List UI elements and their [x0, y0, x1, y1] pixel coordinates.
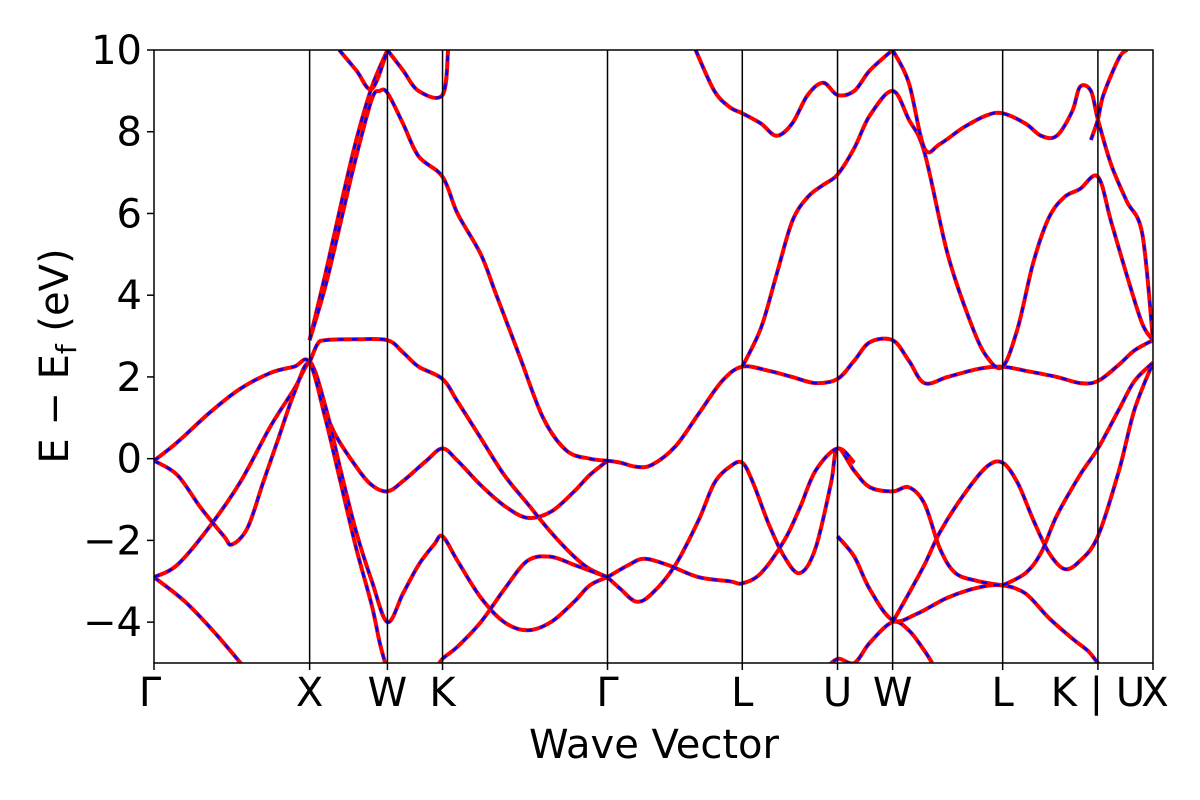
y-axis-label-subscript: f	[50, 343, 83, 354]
y-tick-label-5: 6	[117, 191, 142, 237]
high-symmetry-lines	[308, 50, 1099, 663]
band-line-dashed-7	[308, 88, 608, 462]
x-tick-label-7: W	[873, 670, 913, 716]
band-line-dashed-21	[1002, 361, 1153, 587]
band-line-dashed-5	[308, 337, 609, 579]
band-line-21	[1001, 361, 1153, 588]
band-line-dashed-2	[154, 361, 609, 579]
band-line-1	[154, 575, 244, 663]
band-line-10	[436, 554, 609, 663]
band-line-dashed-3	[154, 361, 609, 632]
x-tick-label-8: L	[992, 670, 1015, 716]
band-line-dashed-16	[891, 50, 1153, 341]
band-line-dashed-15	[741, 89, 1153, 370]
y-tick-label-3: 2	[117, 355, 142, 401]
band-lines	[154, 50, 1153, 663]
y-axis-label: E − Ef (eV)	[32, 248, 83, 463]
x-tick-label-0: Γ	[139, 670, 162, 716]
y-tick-label-6: 8	[117, 110, 142, 156]
y-axis-ticks: −4 −2 0 2 4 6 8 10	[83, 28, 154, 646]
band-line-dashed-10	[437, 555, 608, 663]
plot-frame	[153, 49, 1154, 664]
x-tick-label-1: X	[296, 670, 323, 716]
y-tick-label-7: 10	[91, 28, 142, 74]
band-line-dashed-17	[1089, 50, 1128, 141]
y-tick-label-2: 0	[117, 437, 142, 483]
y-tick-label-4: 4	[117, 273, 142, 319]
band-line-dashed-20	[891, 362, 1153, 623]
band-line-16	[890, 50, 1153, 341]
y-axis-label-unit: (eV)	[32, 248, 78, 344]
x-tick-label-6: U	[823, 670, 852, 716]
x-tick-label-10: X	[1141, 670, 1168, 716]
band-line-11	[606, 446, 1004, 604]
y-axis-label-main: E − E	[32, 354, 78, 464]
band-line-dashed-9	[386, 50, 450, 100]
band-line-dashed-6	[308, 50, 389, 341]
band-line-15	[740, 88, 1153, 371]
band-line-dashed-13	[607, 337, 1153, 469]
band-line-9	[385, 50, 451, 100]
band-line-dashed-8	[338, 50, 389, 91]
x-tick-label-9: K | U	[1051, 670, 1145, 716]
y-tick-label-1: −2	[83, 518, 142, 564]
band-line-dashed-19	[836, 535, 1100, 663]
band-line-dashed-14	[694, 50, 894, 138]
x-tick-label-2: W	[368, 670, 408, 716]
band-line-dashed-18	[829, 620, 934, 663]
y-tick-label-0: −4	[83, 600, 142, 646]
band-line-2	[154, 360, 609, 580]
x-tick-label-5: L	[731, 670, 754, 716]
band-line-19	[835, 534, 1101, 663]
band-line-13	[607, 336, 1153, 470]
x-axis-label: Wave Vector	[529, 722, 780, 768]
band-line-18	[828, 619, 934, 663]
band-line-dashed-4	[154, 358, 387, 663]
x-tick-label-4: Γ	[596, 670, 619, 716]
band-line-dashed-1	[154, 576, 243, 663]
x-tick-label-3: K	[429, 670, 457, 716]
